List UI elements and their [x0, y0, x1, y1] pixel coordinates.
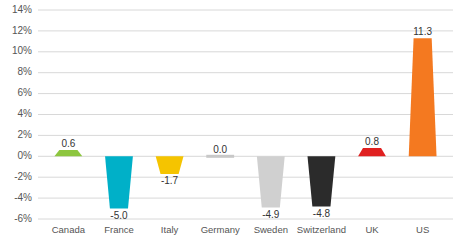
- bar: [257, 156, 285, 207]
- grid-line: [38, 10, 453, 11]
- grid-line: [38, 51, 453, 52]
- data-label: -5.0: [110, 210, 128, 221]
- bar: [358, 148, 386, 156]
- bar: [105, 156, 133, 208]
- y-tick-label: 6%: [18, 87, 33, 98]
- data-label: 0.0: [213, 144, 227, 155]
- y-tick-label: 10%: [12, 45, 32, 56]
- y-tick-label: -6%: [14, 213, 32, 224]
- data-label: 0.8: [365, 136, 379, 147]
- y-tick-label: 12%: [12, 25, 32, 36]
- grid-line: [38, 72, 453, 73]
- data-label: -4.8: [313, 208, 331, 219]
- x-tick-label: UK: [365, 224, 379, 235]
- y-tick-label: -4%: [14, 192, 32, 203]
- y-tick-label: -2%: [14, 171, 32, 182]
- x-tick-label: Sweden: [254, 224, 288, 235]
- grid-line: [38, 135, 453, 136]
- grid-line: [38, 114, 453, 115]
- y-tick-label: 2%: [18, 129, 33, 140]
- bar: [54, 150, 82, 156]
- data-label: -4.9: [262, 209, 280, 220]
- data-label: 11.3: [413, 26, 432, 37]
- x-tick-label: Germany: [201, 224, 240, 235]
- data-label: 0.6: [61, 138, 75, 149]
- grid-line: [38, 198, 453, 199]
- bar: [308, 156, 336, 206]
- y-tick-label: 8%: [18, 66, 33, 77]
- x-tick-label: Italy: [161, 224, 179, 235]
- chart: -6% -4% -2% 0% 2% 4% 6% 8% 10% 12% 14% 0.6 -5.0 -1.7 0…: [0, 0, 461, 239]
- grid-line: [38, 156, 453, 157]
- bars: [54, 38, 436, 208]
- grid-line: [38, 219, 453, 220]
- grid-line: [38, 30, 453, 31]
- x-tick-label: US: [416, 224, 429, 235]
- grid-line: [38, 177, 453, 178]
- data-label: -1.7: [161, 175, 179, 186]
- bar: [409, 38, 437, 156]
- y-tick-label: 0%: [18, 150, 33, 161]
- x-tick-label: Canada: [52, 224, 86, 235]
- grid-line: [38, 93, 453, 94]
- y-tick-label: 4%: [18, 108, 33, 119]
- x-tick-label: Switzerland: [297, 224, 346, 235]
- x-tick-label: France: [104, 224, 134, 235]
- y-tick-label: 14%: [12, 4, 32, 15]
- bar: [156, 156, 184, 174]
- grid: [38, 10, 453, 219]
